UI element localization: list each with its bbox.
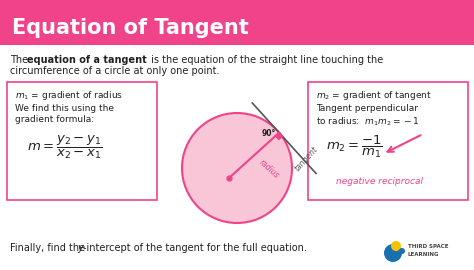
Text: y: y	[77, 243, 83, 253]
Text: -intercept of the tangent for the full equation.: -intercept of the tangent for the full e…	[83, 243, 307, 253]
Text: $m = \dfrac{y_2 - y_1}{x_2 - x_1}$: $m = \dfrac{y_2 - y_1}{x_2 - x_1}$	[27, 134, 103, 161]
Text: radius: radius	[258, 158, 281, 181]
Text: THIRD SPACE: THIRD SPACE	[408, 244, 448, 249]
Text: Tangent perpendicular: Tangent perpendicular	[316, 104, 418, 113]
Text: $m_2 = \dfrac{-1}{m_1}$: $m_2 = \dfrac{-1}{m_1}$	[326, 134, 383, 160]
Circle shape	[399, 248, 405, 254]
Text: is the equation of the straight line touching the: is the equation of the straight line tou…	[148, 55, 383, 65]
Polygon shape	[275, 133, 283, 140]
Text: The: The	[10, 55, 31, 65]
Circle shape	[384, 244, 402, 262]
Text: equation of a tangent: equation of a tangent	[27, 55, 147, 65]
Text: tangent: tangent	[293, 144, 319, 173]
Circle shape	[182, 113, 292, 223]
FancyBboxPatch shape	[0, 0, 474, 45]
Text: 90°: 90°	[261, 129, 275, 138]
FancyBboxPatch shape	[308, 82, 468, 200]
Text: LEARNING: LEARNING	[408, 252, 439, 257]
Text: $m_2$ = gradient of tangent: $m_2$ = gradient of tangent	[316, 89, 432, 102]
Text: Equation of Tangent: Equation of Tangent	[12, 18, 249, 38]
Text: circumference of a circle at only one point.: circumference of a circle at only one po…	[10, 66, 219, 76]
Text: Finally, find the: Finally, find the	[10, 243, 88, 253]
Text: negative reciprocal: negative reciprocal	[336, 177, 423, 186]
Text: gradient formula:: gradient formula:	[15, 115, 94, 124]
Text: We find this using the: We find this using the	[15, 104, 114, 113]
Text: $m_1$ = gradient of radius: $m_1$ = gradient of radius	[15, 89, 123, 102]
Text: to radius:  $m_1 m_2 = -1$: to radius: $m_1 m_2 = -1$	[316, 115, 419, 127]
Circle shape	[391, 241, 401, 251]
FancyBboxPatch shape	[7, 82, 157, 200]
